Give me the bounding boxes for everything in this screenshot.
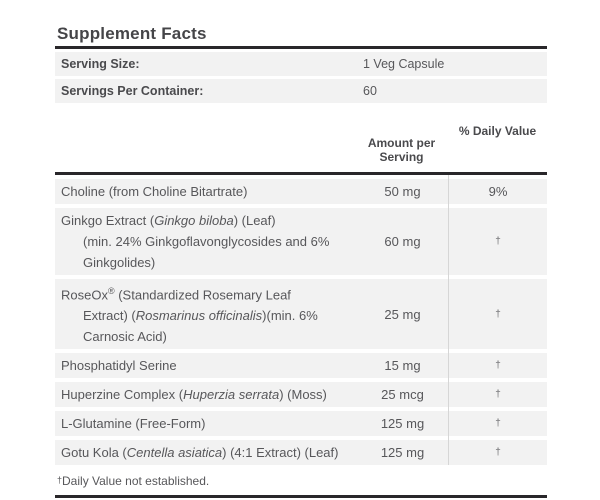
serving-size-value: 1 Veg Capsule (363, 57, 445, 71)
dagger-symbol: † (57, 475, 63, 486)
serving-size-row: Serving Size: 1 Veg Capsule (55, 52, 547, 76)
servings-per-container-label: Servings Per Container: (61, 84, 204, 98)
amount-per-serving-header: Amount per Serving (367, 136, 436, 164)
daily-value-cell: † (495, 308, 501, 320)
daily-value-cell: † (495, 360, 501, 372)
ingredient-name: Phosphatidyl Serine (61, 358, 177, 374)
ingredient-name: Huperzine Complex (Huperzia serrata) (Mo… (61, 387, 327, 403)
daily-value-cell: † (495, 418, 501, 430)
amount-cell: 60 mg (384, 234, 421, 249)
ingredient-name: Ginkgo Extract (Ginkgo biloba) (Leaf) (mi… (61, 213, 330, 270)
daily-value-cell: † (495, 389, 501, 401)
bottom-divider (55, 495, 547, 499)
amount-cell: 15 mg (384, 358, 421, 374)
daily-value-cell: 9% (488, 184, 508, 199)
table-row: Phosphatidyl Serine 15 mg † (55, 353, 547, 379)
table-row: Gotu Kola (Centella asiatica) (4:1 Extra… (55, 440, 547, 466)
ingredient-name: Choline (from Choline Bitartrate) (61, 184, 248, 199)
column-divider-line (448, 175, 449, 466)
amount-cell: 125 mg (380, 445, 425, 461)
daily-value-cell: † (495, 447, 501, 459)
amount-cell: 50 mg (384, 184, 421, 199)
daily-value-header: % Daily Value (458, 123, 537, 138)
table-row: Choline (from Choline Bitartrate) 50 mg 9% (55, 179, 547, 204)
ingredient-name: Gotu Kola (Centella asiatica) (4:1 Extra… (61, 445, 339, 461)
top-divider (55, 46, 547, 49)
footnote-text: Daily Value not established. (62, 474, 210, 489)
ingredient-name: RoseOx® (Standardized Rosemary Leaf Extra… (61, 286, 318, 345)
amount-cell: 125 mg (380, 416, 425, 432)
column-headers: Amount per Serving % Daily Value (55, 103, 547, 172)
amount-cell: 25 mg (384, 306, 421, 322)
page-title: Supplement Facts (57, 24, 207, 43)
servings-per-container-value: 60 (363, 84, 377, 98)
ingredient-name: L-Glutamine (Free-Form) (61, 416, 206, 432)
servings-per-container-row: Servings Per Container: 60 (55, 79, 547, 103)
serving-info: Serving Size: 1 Veg Capsule Servings Per… (55, 52, 547, 103)
ingredient-table: Choline (from Choline Bitartrate) 50 mg 9%… (55, 175, 547, 466)
supplement-facts-panel: Supplement Facts Serving Size: 1 Veg Cap… (55, 16, 547, 499)
table-row: Huperzine Complex (Huperzia serrata) (Mo… (55, 382, 547, 408)
amount-cell: 25 mcg (381, 387, 424, 403)
header-divider (55, 172, 547, 175)
table-row: Ginkgo Extract (Ginkgo biloba) (Leaf) (mi… (55, 208, 547, 275)
daily-value-cell: † (495, 236, 501, 247)
serving-size-label: Serving Size: (61, 57, 140, 71)
table-row: RoseOx® (Standardized Rosemary Leaf Extra… (55, 279, 547, 350)
footnote: †Daily Value not established. (55, 465, 547, 495)
table-row: L-Glutamine (Free-Form) 125 mg † (55, 411, 547, 437)
